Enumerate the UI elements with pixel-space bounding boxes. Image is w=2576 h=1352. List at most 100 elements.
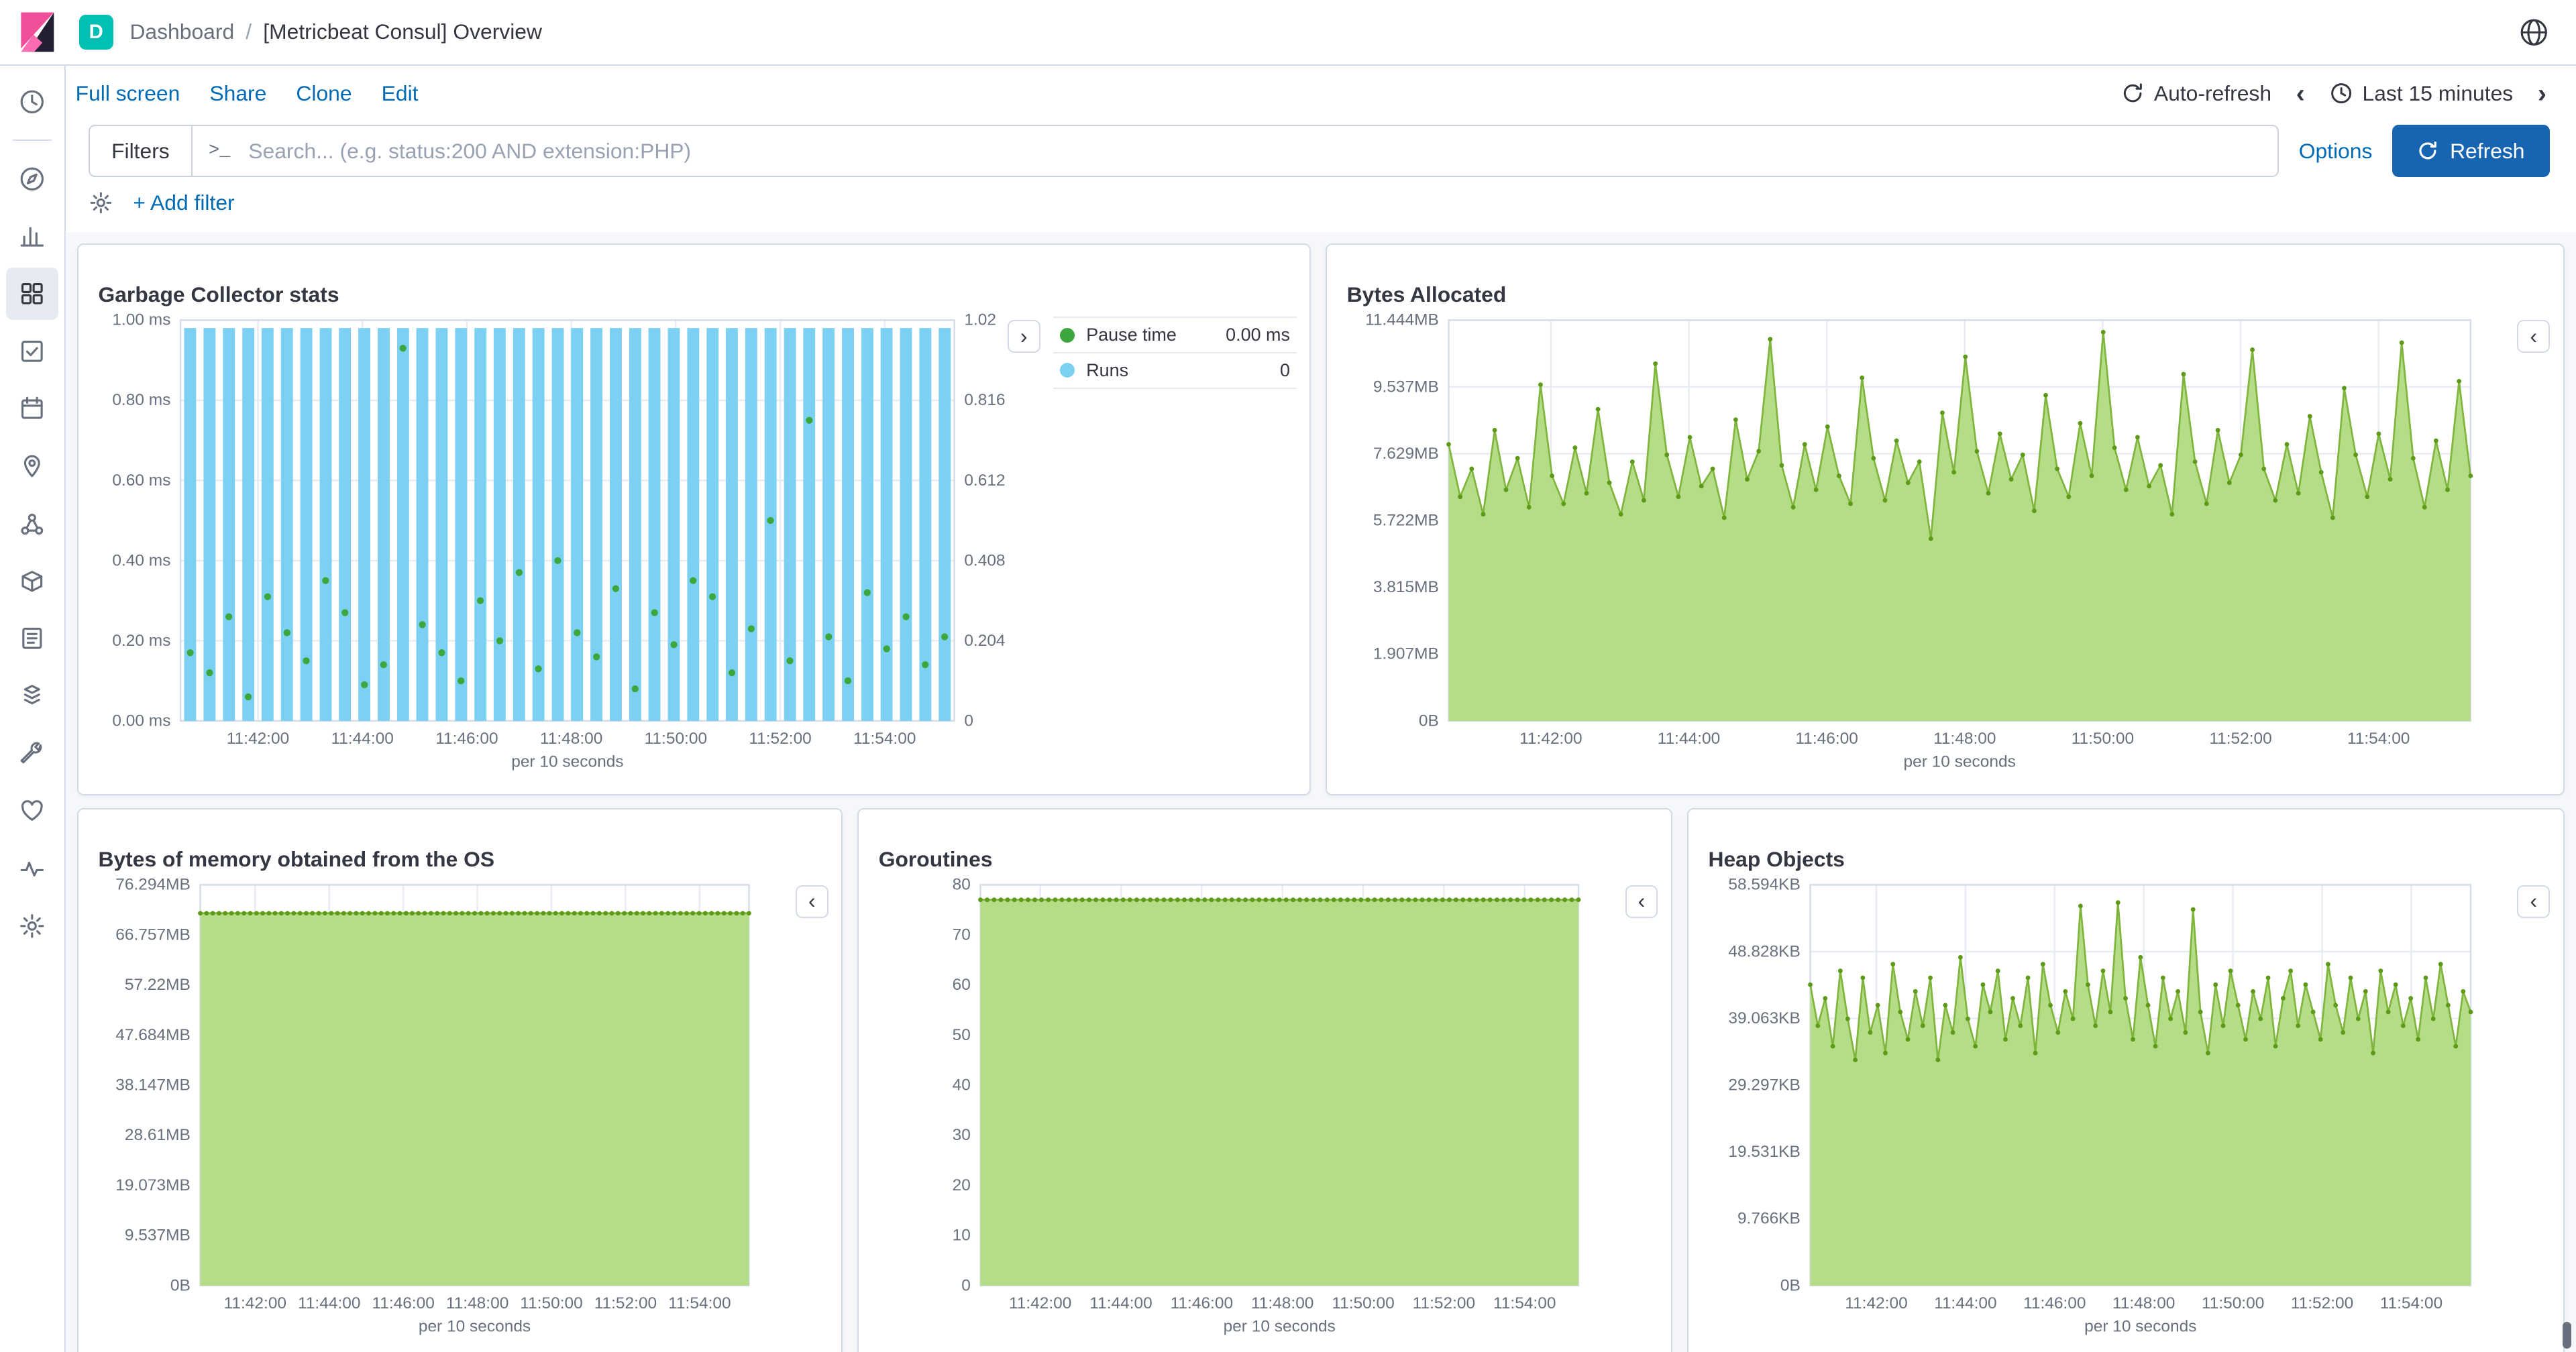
svg-text:0: 0 bbox=[964, 712, 973, 730]
svg-text:11:44:00: 11:44:00 bbox=[1089, 1295, 1152, 1313]
svg-text:11:54:00: 11:54:00 bbox=[853, 730, 916, 748]
legend-toggle-button[interactable]: ‹ bbox=[1625, 885, 1658, 918]
heap-objects-svg: 11:42:00 11:44:00 11:46:00 11:48:00 11:50:00… bbox=[1728, 876, 2473, 1336]
breadcrumb: Dashboard / [Metricbeat Consul] Overview bbox=[129, 19, 542, 44]
sidebar-item-machine-learning[interactable] bbox=[6, 497, 58, 549]
svg-text:0.408: 0.408 bbox=[964, 551, 1005, 569]
svg-text:0.00 ms: 0.00 ms bbox=[112, 712, 170, 730]
svg-text:29.297KB: 29.297KB bbox=[1728, 1076, 1800, 1094]
svg-text:11:50:00: 11:50:00 bbox=[520, 1295, 582, 1313]
sidebar-item-canvas[interactable] bbox=[6, 325, 58, 377]
time-range-button[interactable]: Last 15 minutes bbox=[2330, 81, 2513, 106]
notebook-icon bbox=[22, 628, 42, 649]
svg-text:11:44:00: 11:44:00 bbox=[298, 1295, 360, 1313]
filter-row: + Add filter bbox=[66, 180, 2576, 231]
filters-button[interactable]: Filters bbox=[89, 125, 193, 178]
svg-text:11:54:00: 11:54:00 bbox=[668, 1295, 731, 1313]
svg-text:9.537MB: 9.537MB bbox=[125, 1227, 191, 1245]
dashboard-grid: Garbage Collector stats 11:42:00 11:44:00… bbox=[65, 231, 2576, 1352]
wrench-icon bbox=[20, 742, 42, 764]
sidebar-item-heartbeat[interactable] bbox=[6, 785, 58, 837]
compass-icon bbox=[20, 167, 44, 190]
svg-text:11:48:00: 11:48:00 bbox=[1251, 1295, 1313, 1313]
svg-text:11:44:00: 11:44:00 bbox=[331, 730, 393, 748]
panel-bytes-allocated: Bytes Allocated 11:42:00 11:44:00 11:46:00… bbox=[1326, 243, 2565, 795]
legend-toggle-button[interactable]: ‹ bbox=[2517, 885, 2551, 918]
svg-text:0.816: 0.816 bbox=[964, 391, 1005, 409]
sidebar-item-maps[interactable] bbox=[6, 440, 58, 492]
filter-settings-gear-icon[interactable] bbox=[89, 190, 113, 215]
svg-text:11:46:00: 11:46:00 bbox=[1171, 1295, 1233, 1313]
svg-text:11:46:00: 11:46:00 bbox=[435, 730, 498, 748]
breadcrumb-dashboard[interactable]: Dashboard bbox=[129, 19, 235, 44]
svg-text:0.60 ms: 0.60 ms bbox=[112, 471, 170, 490]
svg-text:11:54:00: 11:54:00 bbox=[2379, 1295, 2442, 1313]
svg-text:11:50:00: 11:50:00 bbox=[2072, 730, 2134, 748]
scrollbar-thumb[interactable] bbox=[2563, 1322, 2571, 1349]
svg-text:11:50:00: 11:50:00 bbox=[644, 730, 706, 748]
space-badge[interactable]: D bbox=[78, 15, 113, 50]
map-pin-icon bbox=[24, 455, 40, 477]
svg-text:11:42:00: 11:42:00 bbox=[1519, 730, 1582, 748]
memory-os-chart: 11:42:00 11:44:00 11:46:00 11:48:00 11:50:00… bbox=[89, 865, 832, 1351]
share-button[interactable]: Share bbox=[209, 81, 267, 106]
auto-refresh-button[interactable]: Auto-refresh bbox=[2121, 81, 2271, 106]
svg-text:70: 70 bbox=[953, 926, 971, 944]
bytes-allocated-chart: 11:42:00 11:44:00 11:46:00 11:48:00 11:50:00… bbox=[1337, 300, 2553, 787]
full-screen-button[interactable]: Full screen bbox=[75, 81, 180, 106]
time-next-button[interactable]: › bbox=[2537, 78, 2546, 108]
options-button[interactable]: Options bbox=[2298, 138, 2373, 163]
legend-item-pause-time[interactable]: Pause time 0.00 ms bbox=[1053, 317, 1297, 352]
pulse-icon bbox=[20, 861, 44, 877]
svg-text:per 10 seconds: per 10 seconds bbox=[511, 752, 623, 771]
sidebar-item-stack-monitoring[interactable] bbox=[6, 842, 58, 895]
grid-icon bbox=[21, 282, 43, 304]
sidebar-item-dev-tools[interactable] bbox=[6, 727, 58, 779]
sidebar-item-management[interactable] bbox=[6, 899, 58, 952]
svg-text:0.612: 0.612 bbox=[964, 471, 1005, 490]
panel-bytes-memory-os: Bytes of memory obtained from the OS 11:… bbox=[77, 808, 843, 1352]
edit-button[interactable]: Edit bbox=[381, 81, 419, 106]
sidebar-item-infrastructure[interactable] bbox=[6, 670, 58, 722]
sidebar-item-logs[interactable] bbox=[6, 612, 58, 665]
globe-icon[interactable] bbox=[2515, 13, 2553, 51]
sidebar-item-recently-viewed[interactable] bbox=[6, 76, 58, 128]
svg-text:11.444MB: 11.444MB bbox=[1365, 311, 1439, 329]
breadcrumb-current: [Metricbeat Consul] Overview bbox=[263, 19, 542, 44]
svg-text:50: 50 bbox=[953, 1026, 971, 1044]
refresh-button[interactable]: Refresh bbox=[2392, 125, 2550, 178]
legend-toggle-button[interactable]: ‹ bbox=[795, 885, 828, 918]
svg-text:0B: 0B bbox=[1780, 1277, 1801, 1295]
legend-color-dot bbox=[1060, 327, 1075, 343]
svg-text:11:50:00: 11:50:00 bbox=[1332, 1295, 1394, 1313]
kibana-logo-icon[interactable] bbox=[16, 11, 59, 54]
heap-objects-chart: 11:42:00 11:44:00 11:46:00 11:48:00 11:50:00… bbox=[1699, 865, 2553, 1351]
svg-text:11:52:00: 11:52:00 bbox=[2291, 1295, 2353, 1313]
svg-text:11:52:00: 11:52:00 bbox=[1413, 1295, 1475, 1313]
goroutines-svg: 11:42:00 11:44:00 11:46:00 11:48:00 11:50:00… bbox=[953, 876, 1581, 1336]
search-input[interactable] bbox=[245, 137, 2261, 166]
time-previous-button[interactable]: ‹ bbox=[2296, 78, 2305, 108]
chart-legend: Pause time 0.00 ms Runs 0 bbox=[1053, 317, 1297, 389]
sidebar-item-apm[interactable] bbox=[6, 555, 58, 607]
svg-text:11:42:00: 11:42:00 bbox=[227, 730, 289, 748]
svg-text:11:46:00: 11:46:00 bbox=[2023, 1295, 2086, 1313]
add-filter-button[interactable]: + Add filter bbox=[133, 190, 235, 215]
sidebar-item-dashboard[interactable] bbox=[5, 267, 59, 321]
cubes-icon bbox=[24, 685, 40, 705]
legend-item-runs[interactable]: Runs 0 bbox=[1053, 351, 1297, 389]
legend-toggle-button[interactable]: › bbox=[1007, 320, 1040, 353]
legend-toggle-button[interactable]: ‹ bbox=[2517, 320, 2551, 353]
clone-button[interactable]: Clone bbox=[296, 81, 352, 106]
clock-icon bbox=[20, 90, 44, 113]
sidebar-item-discover[interactable] bbox=[6, 152, 58, 205]
svg-text:per 10 seconds: per 10 seconds bbox=[419, 1318, 531, 1336]
bytes-allocated-svg: 11:42:00 11:44:00 11:46:00 11:48:00 11:50:00… bbox=[1365, 311, 2473, 771]
svg-text:1.00 ms: 1.00 ms bbox=[112, 311, 170, 329]
svg-text:48.828KB: 48.828KB bbox=[1728, 943, 1800, 961]
panel-title: Bytes of memory obtained from the OS bbox=[98, 847, 495, 872]
sidebar-item-uptime[interactable] bbox=[6, 382, 58, 435]
gear-icon bbox=[20, 913, 44, 938]
legend-value: 0.00 ms bbox=[1226, 325, 1290, 345]
sidebar-item-visualize[interactable] bbox=[6, 210, 58, 262]
